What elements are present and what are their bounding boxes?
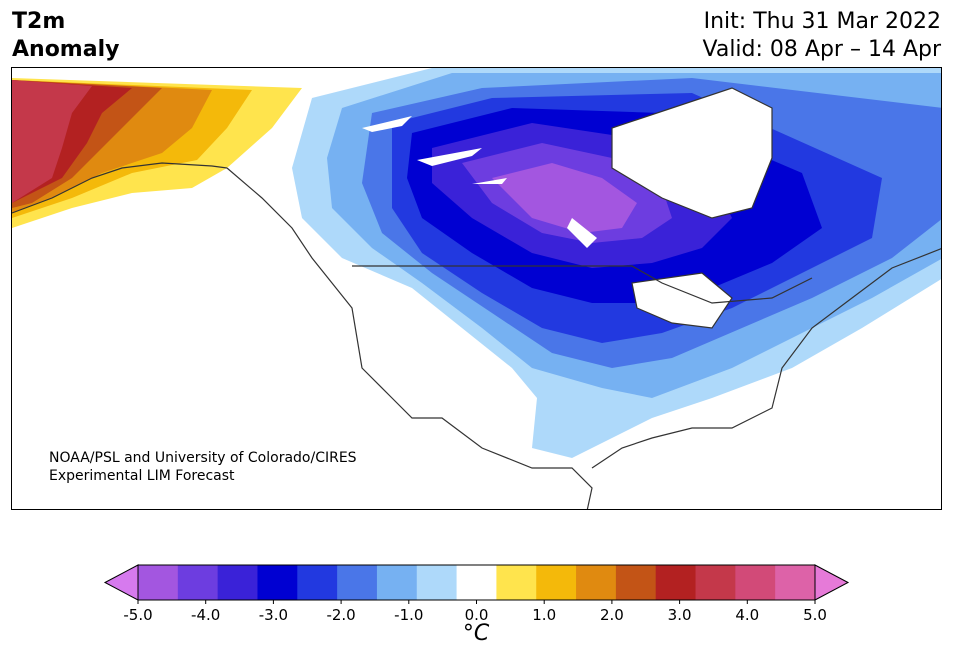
colorbar-tick-label: 4.0 <box>735 606 759 624</box>
colorbar-svg: -5.0 -4.0 -3.0 -2.0 -1.0 0.0 1.0 2.0 3.0 4.0 5.0 °… <box>103 564 850 646</box>
colorbar-tick-label: -4.0 <box>191 606 220 624</box>
alaska-coast <box>12 162 228 214</box>
lake-1 <box>362 116 412 132</box>
colorbar-bin <box>257 565 298 600</box>
colorbar-bin <box>615 565 657 600</box>
great-lakes <box>632 273 732 328</box>
colorbar-bin <box>814 564 850 601</box>
colorbar-bin <box>496 565 537 600</box>
colorbar: -5.0 -4.0 -3.0 -2.0 -1.0 0.0 1.0 2.0 3.0 4.0 5.0 °… <box>0 560 953 650</box>
warm-band-6 <box>12 80 92 203</box>
hudson-bay-coast <box>611 87 773 219</box>
colorbar-bin <box>416 565 458 600</box>
lake-4 <box>567 218 597 248</box>
colorbar-tick-label: 5.0 <box>803 606 827 624</box>
map-svg <box>12 68 941 509</box>
init-date: Init: Thu 31 Mar 2022 <box>703 9 941 34</box>
colorbar-bin <box>297 565 338 600</box>
colorbar-tick-label: 0.0 <box>465 606 489 624</box>
colorbar-bin <box>735 565 776 600</box>
title-line-1: T2m <box>12 9 66 34</box>
colorbar-tick-label: 3.0 <box>668 606 692 624</box>
colorbar-bin <box>655 565 697 600</box>
colorbar-bin <box>576 565 617 600</box>
map-title: T2m Anomaly <box>12 8 119 64</box>
lake-3 <box>472 178 507 184</box>
colorbar-tick-label: 2.0 <box>600 606 624 624</box>
colorbar-tick-label: 1.0 <box>532 606 556 624</box>
title-line-2: Anomaly <box>12 37 120 62</box>
colorbar-bin <box>103 564 139 601</box>
credit-text: NOAA/PSL and University of Colorado/CIRE… <box>49 449 357 485</box>
colorbar-bin <box>217 565 258 600</box>
great-lakes-outline <box>631 272 733 329</box>
boundaries <box>12 87 941 509</box>
credit-line-1: NOAA/PSL and University of Colorado/CIRE… <box>49 450 357 466</box>
colorbar-bin <box>376 565 418 600</box>
anomaly-map <box>11 67 942 510</box>
forecast-dates: Init: Thu 31 Mar 2022 Valid: 08 Apr – 14… <box>703 8 942 64</box>
colorbar-tick-label: -1.0 <box>394 606 423 624</box>
credit-line-2: Experimental LIM Forecast <box>49 468 235 484</box>
hudson-bay <box>612 88 772 218</box>
colorbar-tick-label: -3.0 <box>259 606 288 624</box>
gulf-coast <box>591 248 941 469</box>
colorbar-tick-label: -5.0 <box>123 606 152 624</box>
cold-band-8 <box>492 163 637 233</box>
colorbar-bin <box>536 565 577 600</box>
colorbar-bin <box>695 565 736 600</box>
colorbar-bin <box>177 565 219 600</box>
anomaly-fill <box>12 68 941 458</box>
valid-range: Valid: 08 Apr – 14 Apr <box>702 37 942 62</box>
west-coast <box>226 167 593 509</box>
lake-2 <box>417 148 482 166</box>
colorbar-bin <box>138 565 179 600</box>
us-canada-border <box>352 265 813 304</box>
colorbar-bin <box>775 565 816 600</box>
colorbar-bin <box>456 565 497 600</box>
colorbar-tick-label: -2.0 <box>326 606 355 624</box>
colorbar-bin <box>337 565 378 600</box>
colorbar-unit-label: °C <box>463 621 490 646</box>
